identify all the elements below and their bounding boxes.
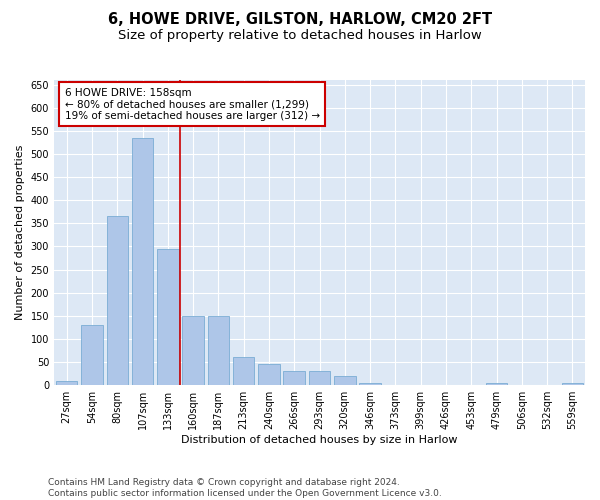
Bar <box>132 138 153 385</box>
Bar <box>56 380 77 385</box>
Bar <box>486 383 507 385</box>
Bar <box>562 383 583 385</box>
Y-axis label: Number of detached properties: Number of detached properties <box>15 145 25 320</box>
Bar <box>107 216 128 385</box>
Bar <box>283 372 305 385</box>
Bar <box>334 376 356 385</box>
Bar <box>81 325 103 385</box>
Bar <box>233 358 254 385</box>
Bar <box>359 383 381 385</box>
Bar <box>182 316 204 385</box>
X-axis label: Distribution of detached houses by size in Harlow: Distribution of detached houses by size … <box>181 435 458 445</box>
Bar <box>208 316 229 385</box>
Bar <box>157 249 179 385</box>
Text: Contains HM Land Registry data © Crown copyright and database right 2024.
Contai: Contains HM Land Registry data © Crown c… <box>48 478 442 498</box>
Bar <box>258 364 280 385</box>
Text: 6, HOWE DRIVE, GILSTON, HARLOW, CM20 2FT: 6, HOWE DRIVE, GILSTON, HARLOW, CM20 2FT <box>108 12 492 28</box>
Text: Size of property relative to detached houses in Harlow: Size of property relative to detached ho… <box>118 29 482 42</box>
Text: 6 HOWE DRIVE: 158sqm
← 80% of detached houses are smaller (1,299)
19% of semi-de: 6 HOWE DRIVE: 158sqm ← 80% of detached h… <box>65 88 320 121</box>
Bar <box>309 372 330 385</box>
